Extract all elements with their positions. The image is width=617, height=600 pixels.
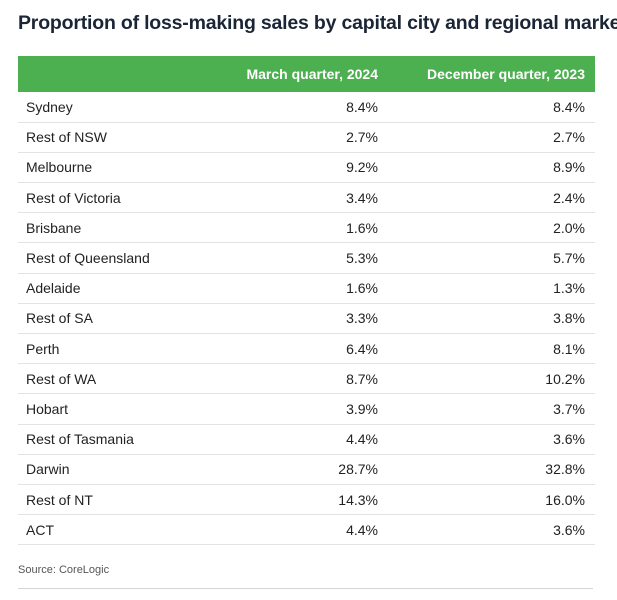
december-2023-value-cell: 2.7% <box>553 129 585 146</box>
data-table: March quarter, 2024 December quarter, 20… <box>18 56 595 545</box>
december-2023-value-cell: 2.4% <box>553 189 585 206</box>
table-body: Sydney 8.4% 8.4% Rest of NSW 2.7% 2.7% Melbour… <box>18 92 595 545</box>
march-2024-value-cell: 8.4% <box>346 98 378 115</box>
market-name-cell: Brisbane <box>26 219 82 236</box>
march-2024-value-cell: 4.4% <box>346 521 378 538</box>
table-row: Adelaide 1.6% 1.3% <box>18 273 595 304</box>
header-march-2024: March quarter, 2024 <box>246 66 378 82</box>
table-row: Melbourne 9.2% 8.9% <box>18 152 595 183</box>
source-note: Source: CoreLogic <box>18 564 110 576</box>
march-2024-value-cell: 4.4% <box>346 431 378 448</box>
march-2024-value-cell: 1.6% <box>346 280 378 297</box>
market-name-cell: Darwin <box>26 461 70 478</box>
december-2023-value-cell: 3.6% <box>553 521 585 538</box>
market-name-cell: Rest of SA <box>26 310 93 327</box>
december-2023-value-cell: 2.0% <box>553 219 585 236</box>
december-2023-value-cell: 1.3% <box>553 280 585 297</box>
december-2023-value-cell: 10.2% <box>545 370 585 387</box>
table-header-row: March quarter, 2024 December quarter, 20… <box>18 56 595 92</box>
december-2023-value-cell: 8.4% <box>553 98 585 115</box>
market-name-cell: Hobart <box>26 400 69 417</box>
march-2024-value-cell: 8.7% <box>346 370 378 387</box>
table-row: ACT 4.4% 3.6% <box>18 515 595 545</box>
market-name-cell: Rest of Victoria <box>26 189 121 206</box>
december-2023-value-cell: 8.9% <box>553 159 585 176</box>
table-row: Rest of WA 8.7% 10.2% <box>18 364 595 394</box>
market-name-cell: Melbourne <box>26 159 93 176</box>
market-name-cell: Rest of NSW <box>26 129 107 146</box>
march-2024-value-cell: 5.3% <box>346 250 378 267</box>
market-name-cell: Rest of Queensland <box>26 250 150 267</box>
march-2024-value-cell: 1.6% <box>346 219 378 236</box>
market-name-cell: Rest of WA <box>26 370 97 387</box>
bottom-divider <box>18 588 593 589</box>
table-row: Rest of Victoria 3.4% 2.4% <box>18 183 595 213</box>
market-name-cell: Rest of NT <box>26 491 93 508</box>
march-2024-value-cell: 28.7% <box>338 461 378 478</box>
march-2024-value-cell: 3.3% <box>346 310 378 327</box>
december-2023-value-cell: 3.8% <box>553 310 585 327</box>
market-name-cell: Adelaide <box>26 280 81 297</box>
table-row: Rest of SA 3.3% 3.8% <box>18 303 595 334</box>
march-2024-value-cell: 2.7% <box>346 129 378 146</box>
table-row: Rest of Queensland 5.3% 5.7% <box>18 243 595 274</box>
table-row: Perth 6.4% 8.1% <box>18 334 595 364</box>
march-2024-value-cell: 14.3% <box>338 491 378 508</box>
market-name-cell: ACT <box>26 521 54 538</box>
market-name-cell: Perth <box>26 340 60 357</box>
december-2023-value-cell: 3.6% <box>553 431 585 448</box>
march-2024-value-cell: 3.9% <box>346 400 378 417</box>
december-2023-value-cell: 32.8% <box>545 461 585 478</box>
table-row: Darwin 28.7% 32.8% <box>18 454 595 485</box>
table-row: Brisbane 1.6% 2.0% <box>18 213 595 243</box>
december-2023-value-cell: 16.0% <box>545 491 585 508</box>
december-2023-value-cell: 5.7% <box>553 250 585 267</box>
december-2023-value-cell: 8.1% <box>553 340 585 357</box>
header-december-2023: December quarter, 2023 <box>427 66 585 82</box>
march-2024-value-cell: 9.2% <box>346 159 378 176</box>
table-row: Rest of NT 14.3% 16.0% <box>18 484 595 515</box>
header-market <box>18 56 202 92</box>
december-2023-value-cell: 3.7% <box>553 400 585 417</box>
chart-title: Proportion of loss-making sales by capit… <box>18 12 617 34</box>
table-row: Hobart 3.9% 3.7% <box>18 394 595 425</box>
table-row: Sydney 8.4% 8.4% <box>18 92 595 123</box>
market-name-cell: Rest of Tasmania <box>26 431 134 448</box>
march-2024-value-cell: 3.4% <box>346 189 378 206</box>
table-row: Rest of NSW 2.7% 2.7% <box>18 122 595 153</box>
table-row: Rest of Tasmania 4.4% 3.6% <box>18 424 595 455</box>
market-name-cell: Sydney <box>26 98 73 115</box>
march-2024-value-cell: 6.4% <box>346 340 378 357</box>
